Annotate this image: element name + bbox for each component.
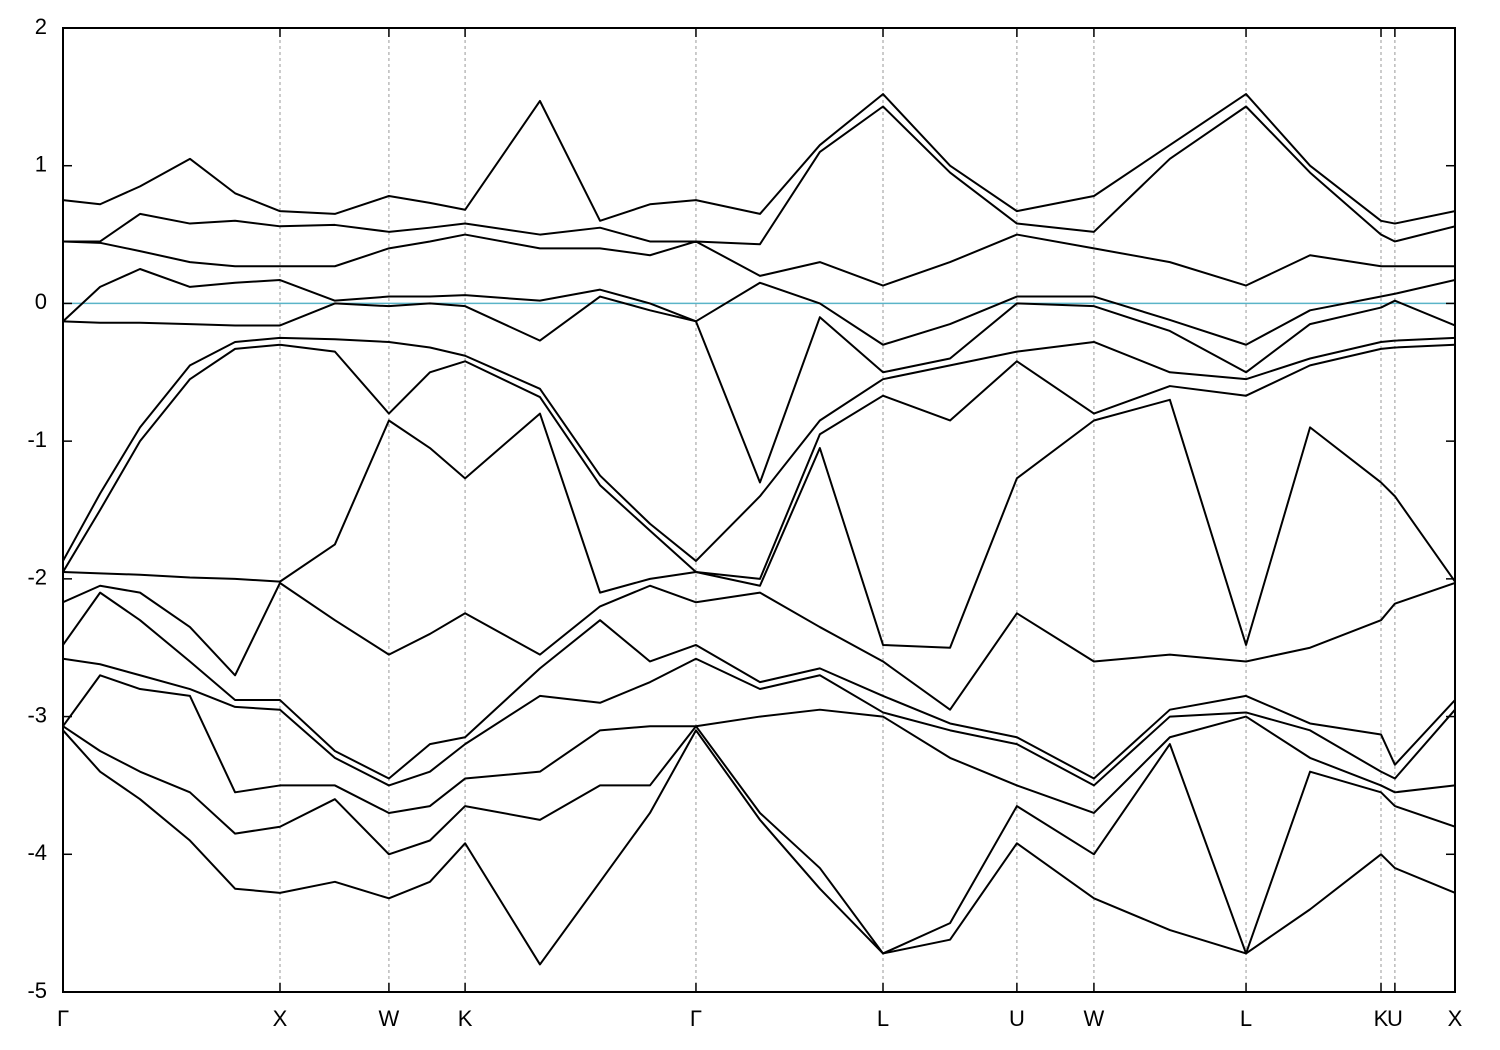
band-line [63,674,1455,814]
band-line [63,343,1455,580]
band-line [63,657,1455,787]
y-tick-label: 1 [35,152,47,177]
band-line [63,729,1455,966]
band-line [63,233,1455,287]
y-tick-label: -5 [27,978,47,1003]
y-tick-label: -4 [27,840,47,865]
y-tick-label: 2 [35,14,47,39]
x-tick-label: Γ [690,1006,702,1031]
x-tick-label: K [1374,1006,1389,1031]
x-tick-label: U [1387,1006,1403,1031]
y-tick-label: 0 [35,289,47,314]
plot-area [63,28,1455,992]
x-tick-label: L [877,1006,889,1031]
band-line [63,725,1455,955]
band-line [63,295,1455,484]
band-line [63,105,1455,246]
band-line [63,591,1455,780]
band-line [63,93,1455,225]
x-tick-label: W [1084,1006,1105,1031]
x-tick-label: K [458,1006,473,1031]
frame [62,27,1456,993]
y-tick-label: -3 [27,702,47,727]
band-line [63,581,1455,711]
bands [63,93,1455,966]
x-tick-label: U [1009,1006,1025,1031]
band-line [63,268,1455,346]
x-tick-label: L [1240,1006,1252,1031]
x-tick-label: X [1448,1006,1463,1031]
x-tick-label: W [379,1006,400,1031]
x-tick-label: X [273,1006,288,1031]
x-tick-label: Γ [57,1006,69,1031]
y-tick-label: -2 [27,565,47,590]
band-line [63,336,1455,562]
y-tick-label: -1 [27,427,47,452]
band-line [63,398,1455,649]
